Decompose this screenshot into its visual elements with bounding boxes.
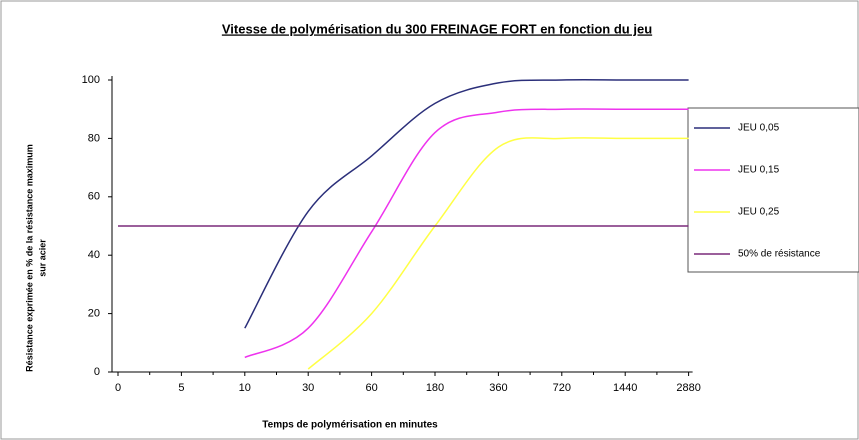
y-tick-label: 100: [82, 74, 100, 86]
series-line: [244, 79, 689, 329]
y-tick-label: 80: [88, 132, 100, 144]
legend-label: JEU 0,05: [738, 123, 780, 134]
legend-label: JEU 0,25: [738, 207, 780, 218]
chart-title: Vitesse de polymérisation du 300 FREINAG…: [222, 21, 652, 36]
y-tick-label: 60: [88, 191, 100, 203]
x-tick-label: 60: [365, 382, 377, 394]
legend-label: 50% de résistance: [738, 249, 821, 260]
y-axis-label: sur acier: [37, 239, 47, 277]
x-tick-label: 30: [302, 382, 314, 394]
y-tick-label: 20: [88, 308, 100, 320]
series-line: [244, 108, 689, 359]
x-tick-label: 2880: [676, 382, 700, 394]
x-tick-label: 5: [178, 382, 184, 394]
x-tick-label: 0: [115, 382, 121, 394]
x-tick-label: 180: [426, 382, 444, 394]
x-axis-label: Temps de polymérisation en minutes: [262, 420, 438, 431]
x-tick-label: 1440: [613, 382, 637, 394]
x-tick-label: 720: [553, 382, 571, 394]
y-axis-label: Résistance exprimée en % de la résistanc…: [24, 144, 34, 372]
x-tick-label: 360: [489, 382, 507, 394]
y-tick-label: 0: [94, 366, 100, 378]
y-tick-label: 40: [88, 249, 100, 261]
x-tick-label: 10: [239, 382, 251, 394]
series-line: [307, 137, 689, 370]
legend-label: JEU 0,15: [738, 165, 780, 176]
legend: [687, 107, 859, 273]
